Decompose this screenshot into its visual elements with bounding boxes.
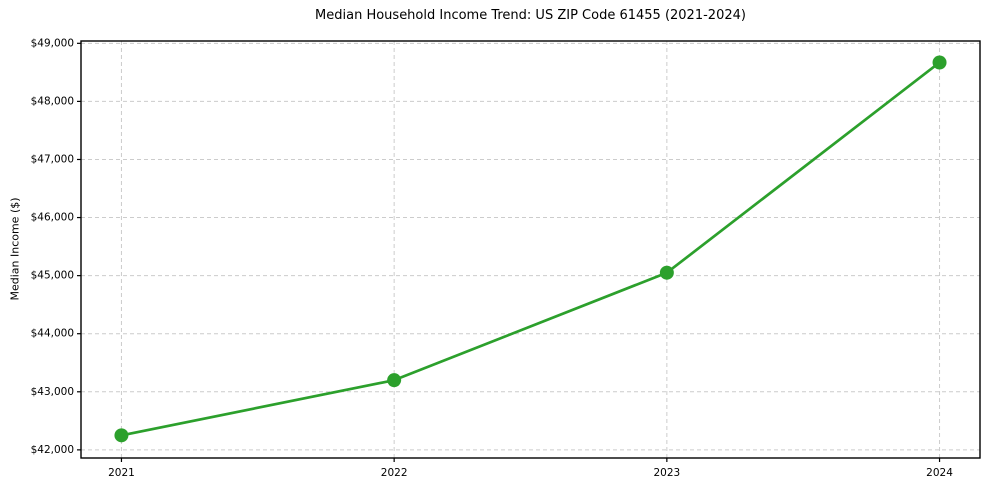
plot-border — [80, 40, 981, 459]
y-tick-label: $48,000 — [31, 95, 74, 107]
y-tick-label: $47,000 — [31, 153, 74, 165]
x-tick-label: 2022 — [381, 467, 408, 479]
data-point — [932, 55, 947, 70]
y-tick-label: $45,000 — [31, 270, 74, 282]
y-tick-label: $46,000 — [31, 212, 74, 224]
x-tick-label: 2024 — [926, 467, 953, 479]
y-tick-label: $49,000 — [31, 37, 74, 49]
data-point — [114, 428, 129, 443]
y-tick-label: $44,000 — [31, 328, 74, 340]
chart-title: Median Household Income Trend: US ZIP Co… — [315, 8, 746, 23]
data-point — [659, 265, 674, 280]
y-tick-label: $42,000 — [31, 444, 74, 456]
data-point — [387, 373, 402, 388]
x-tick-label: 2023 — [653, 467, 680, 479]
y-tick-label: $43,000 — [31, 386, 74, 398]
x-tick-label: 2021 — [108, 467, 135, 479]
trend-line — [120, 61, 941, 437]
